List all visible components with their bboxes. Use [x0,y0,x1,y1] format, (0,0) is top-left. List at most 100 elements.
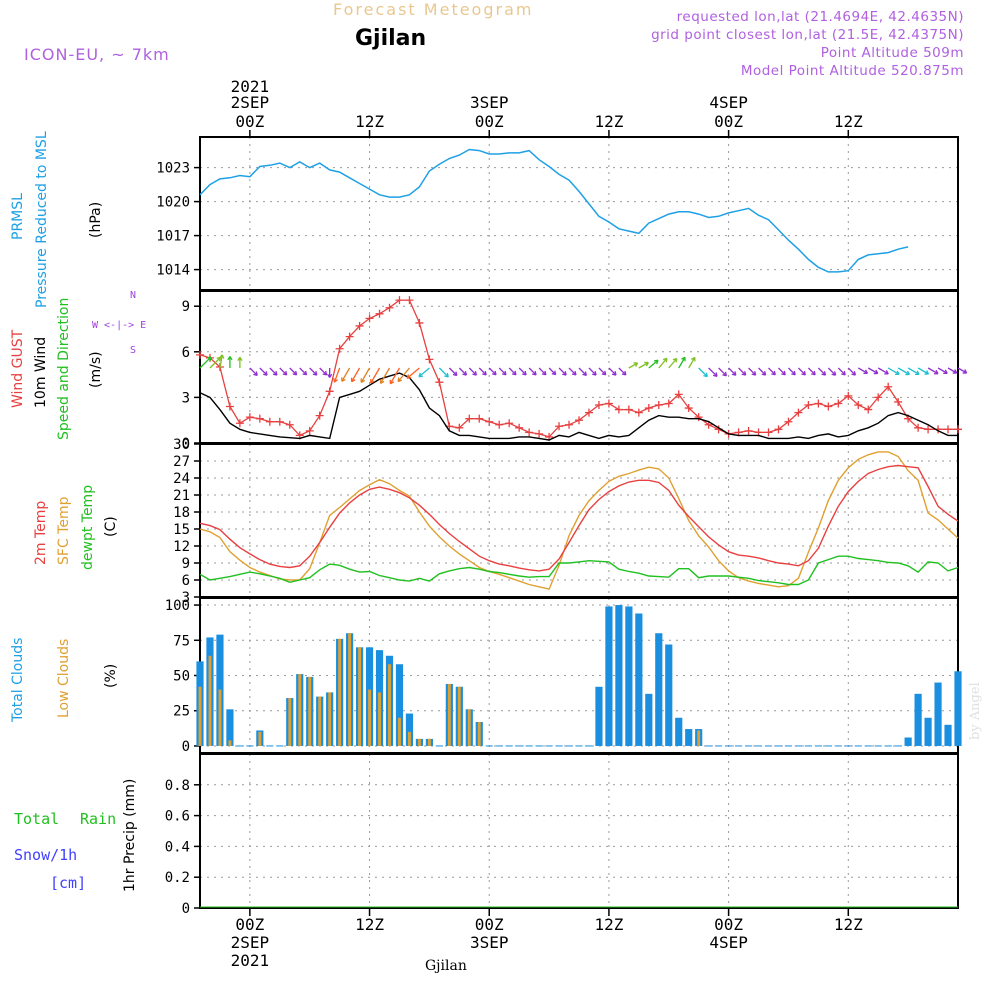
wind-arrow-head [722,371,728,377]
low-cloud-bar [328,692,332,746]
wind-arrow-head [312,371,318,376]
wind-arrow-head [219,354,225,359]
gust-marker [385,303,394,312]
wind-arrow-head [341,377,346,382]
wind-arrow [708,367,718,377]
pressure-line [199,148,909,273]
wind-arrow-head [895,370,900,376]
wind-arrow-head [582,371,587,376]
wind-arrow-head [601,370,607,376]
y-tick-label: 27 [173,454,190,470]
wind-arrow-head [761,371,767,376]
wind-arrow [333,367,341,383]
wind-arrow [797,367,806,376]
wind-arrow-head [327,373,333,378]
wind-arrow-head [389,379,395,385]
product-title: Forecast Meteogram [333,0,534,19]
total-cloud-bar [665,644,673,746]
wind-arrow [738,367,747,376]
y-tick-label: 75 [173,633,190,649]
bottom-year-label: 2021 [231,951,270,970]
wind-arrow [397,367,410,382]
wind-arrow [917,367,929,375]
wind-arrow-head [482,370,487,376]
wind-arrow-head [621,370,627,376]
top-time-label: 00Z [475,112,504,131]
wind-arrow-head [831,371,837,376]
wind-arrow-head [611,371,617,376]
wind-arrow [638,361,649,369]
wind-arrow-head [397,377,403,383]
total-cloud-bar [595,686,603,746]
low-cloud-bar [368,689,371,746]
wind-arrow-head [771,370,776,376]
wind-arrow [380,367,391,384]
top-date-label: 4SEP [709,93,748,112]
top-time-label: 00Z [235,112,264,131]
top-date-label: 3SEP [470,93,509,112]
gust-marker [814,399,823,408]
panel-frame [199,753,959,909]
wind-arrow [448,367,458,376]
gust-marker [794,408,803,417]
gust-marker [415,318,424,327]
y-tick-label: 0 [182,739,190,755]
snow-label: Snow/1h [14,846,78,864]
gust-marker [515,423,524,432]
wind-arrow-head [571,370,577,376]
bottom-station: Gjilan [425,958,467,974]
gust-marker [495,420,504,429]
wind-arrow [568,367,577,376]
wind-arrow [778,367,786,376]
wind-arrow [199,356,212,369]
wind-arrow [608,367,617,376]
total-cloud-bar [645,693,653,746]
low-cloud-bar [467,709,471,746]
wind-arrow-head [681,356,686,362]
bottom-date-label: 4SEP [709,933,748,952]
gust-marker [764,428,773,437]
y-tick-label: 0 [182,901,190,917]
y-tick-label: 12 [173,539,190,555]
total-cloud-bar [405,713,414,746]
gust-marker [944,425,953,434]
wind-arrow-head [522,370,527,376]
gust-marker [644,404,653,413]
y-tick-label: 15 [173,522,190,538]
wind-arrow-head [227,356,233,361]
gust-marker [455,423,464,432]
top-time-label: 00Z [714,112,743,131]
low-cloud-bar [457,686,461,746]
wind-arrow-head [644,361,649,367]
gust-marker [355,321,364,330]
top-year-label: 2021 [231,77,270,96]
gust-marker [824,402,833,411]
wind-arrow-head [322,370,328,376]
dewpt-line [199,555,959,586]
top-date-label: 2SEP [231,93,270,112]
temp2m-line [199,464,959,572]
low-cloud-bar [308,676,312,746]
gust-marker [834,399,843,408]
wind-arrow-head [851,371,856,376]
total-cloud-bar [635,613,643,746]
model-altitude: Model Point Altitude 520.875m [740,63,964,79]
gust-marker [614,405,623,414]
wind-arrow [827,367,837,376]
wind-arrow [518,367,527,376]
y-tick-label: 1023 [156,161,190,177]
gust-marker [924,425,933,434]
grid-point-coords: grid point closest lon,lat (21.5E, 42.43… [651,27,964,43]
wind-arrow-head [511,370,517,376]
gust-marker [395,296,404,305]
wind-arrow [847,367,856,376]
wind-arrow [360,367,371,383]
gust-marker [565,420,574,429]
total-cloud-bar [924,717,932,746]
wind-arrow-head [781,370,786,376]
y-tick-label: 3 [182,590,190,606]
wind-arrow [406,367,420,379]
compass-s: S [130,345,137,356]
gust-marker [624,405,633,414]
wind-arrow-head [282,370,288,376]
